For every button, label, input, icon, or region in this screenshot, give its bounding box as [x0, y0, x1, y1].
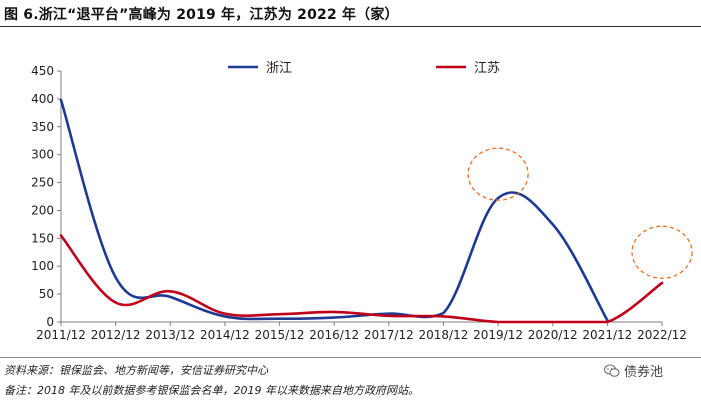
x-tick-label: 2017/12 — [364, 328, 414, 342]
source-note: 资料来源：银保监会、地方新闻等，安信证券研究中心 — [4, 364, 268, 377]
x-tick-label: 2022/12 — [637, 328, 687, 342]
x-tick-label: 2018/12 — [419, 328, 469, 342]
highlight-circle-1 — [631, 225, 693, 279]
y-tick-label: 150 — [31, 231, 54, 245]
y-tick-label: 450 — [31, 64, 54, 78]
y-tick-label: 350 — [31, 120, 54, 134]
x-tick-label: 2020/12 — [528, 328, 578, 342]
chart-series — [59, 98, 664, 324]
x-tick-label: 2015/12 — [255, 328, 305, 342]
chart-axes: 0 50 100 150 200 250 300 350 400 450 2011/12 2012/1… — [31, 64, 687, 342]
y-tick-label: 300 — [31, 148, 54, 162]
y-tick-label: 100 — [31, 259, 54, 273]
figure-title: 图 6.浙江“退平台”高峰为 2019 年，江苏为 2022 年（家） — [4, 7, 399, 23]
x-tick-label: 2019/12 — [473, 328, 523, 342]
x-tick-label: 2011/12 — [36, 328, 86, 342]
y-tick-label: 400 — [31, 92, 54, 106]
wechat-icon — [604, 364, 620, 377]
series-line-0 — [59, 98, 609, 322]
y-tick-label: 50 — [39, 287, 54, 301]
y-tick-label: 250 — [31, 176, 54, 190]
notes-top-rule — [0, 357, 701, 358]
series-line-1 — [59, 234, 664, 324]
x-tick-label: 2021/12 — [582, 328, 632, 342]
legend-label-0: 浙江 — [266, 61, 292, 76]
x-tick-label: 2016/12 — [309, 328, 359, 342]
chart-annotations — [467, 147, 693, 279]
watermark: 债券池 — [604, 361, 663, 380]
x-tick-label: 2013/12 — [145, 328, 195, 342]
y-tick-label: 200 — [31, 203, 54, 217]
watermark-text: 债券池 — [624, 365, 664, 380]
chart-legend: 浙江 江苏 — [228, 60, 500, 76]
title-top-rule — [0, 26, 701, 27]
remark-note: 备注：2018 年及以前数据参考银保监会名单，2019 年以来数据来自地方政府网… — [4, 384, 419, 397]
highlight-circle-0 — [467, 147, 529, 201]
x-tick-label: 2014/12 — [200, 328, 250, 342]
x-tick-label: 2012/12 — [91, 328, 141, 342]
y-tick-label: 0 — [46, 315, 54, 329]
legend-label-1: 江苏 — [474, 60, 500, 76]
